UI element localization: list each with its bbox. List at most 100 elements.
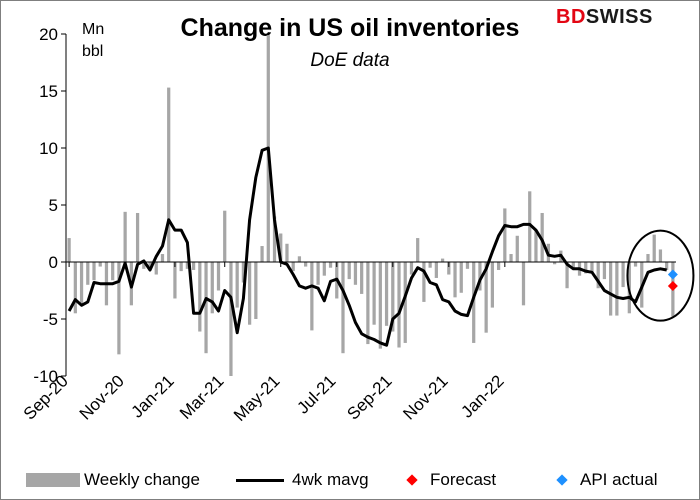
bar xyxy=(117,262,121,355)
bar xyxy=(459,262,463,293)
legend-item-weekly-change: Weekly change xyxy=(26,470,200,490)
bar xyxy=(422,262,426,302)
bar xyxy=(409,262,414,275)
legend-swatch-bar xyxy=(26,473,80,487)
y-tick-label: 0 xyxy=(49,253,58,272)
bar xyxy=(111,262,115,281)
bar xyxy=(534,230,538,262)
bar xyxy=(503,208,507,262)
bar xyxy=(254,262,258,319)
legend-swatch-api xyxy=(556,474,568,486)
bar xyxy=(434,262,438,278)
bar xyxy=(241,262,246,283)
bar xyxy=(571,262,575,269)
bar xyxy=(528,191,532,262)
bar xyxy=(565,262,569,289)
bar xyxy=(353,262,358,285)
bar xyxy=(297,256,302,262)
bar xyxy=(521,262,526,306)
bar xyxy=(665,262,669,270)
bar xyxy=(646,254,650,262)
bar xyxy=(447,262,451,275)
legend-item-mavg: 4wk mavg xyxy=(236,470,369,490)
bar xyxy=(148,262,152,267)
bar xyxy=(478,262,482,291)
bar xyxy=(86,262,90,285)
bar xyxy=(210,262,214,314)
chart-title: Change in US oil inventories xyxy=(180,14,520,42)
bar xyxy=(496,262,501,270)
y-tick-label: 15 xyxy=(39,82,58,101)
bar xyxy=(360,262,364,294)
bar xyxy=(223,210,227,262)
bar xyxy=(609,262,613,316)
bar xyxy=(428,262,432,268)
api-actual-point xyxy=(667,269,678,280)
bar xyxy=(484,262,488,333)
bar xyxy=(185,262,189,269)
bar xyxy=(509,254,513,262)
x-tick-label: May-21 xyxy=(230,371,284,425)
bar xyxy=(204,262,208,354)
bar xyxy=(403,262,407,343)
bar xyxy=(391,262,395,332)
y-unit-line2: bbl xyxy=(82,43,104,60)
bar xyxy=(515,235,519,262)
y-tick-label: 5 xyxy=(49,196,58,215)
bar xyxy=(73,262,77,314)
x-tick-label: Mar-21 xyxy=(176,371,228,423)
y-tick-label: -5 xyxy=(43,310,58,329)
bar xyxy=(229,262,233,376)
x-tick-label: Jan-21 xyxy=(128,371,178,421)
bar xyxy=(285,243,289,262)
chart-legend: Weekly change 4wk mavg Forecast API actu… xyxy=(0,470,700,494)
bar xyxy=(142,262,146,269)
bar xyxy=(490,262,494,308)
bar xyxy=(67,238,71,262)
bar xyxy=(590,262,594,274)
bar xyxy=(248,262,252,325)
bar xyxy=(384,262,389,326)
bar xyxy=(372,262,376,325)
bar xyxy=(235,262,239,308)
bar xyxy=(154,262,158,275)
brand-logo: BDSWISS xyxy=(556,6,653,28)
x-tick-label: Sep-21 xyxy=(343,371,395,423)
bar xyxy=(310,262,314,331)
bar xyxy=(596,262,600,289)
bar xyxy=(316,262,320,285)
x-tick-label: Jul-21 xyxy=(293,371,339,417)
highlight-circle xyxy=(626,229,695,322)
bar xyxy=(465,262,470,269)
y-tick-label: 10 xyxy=(39,139,58,158)
bar xyxy=(322,262,326,276)
bar xyxy=(453,262,457,298)
bar xyxy=(472,262,476,343)
legend-label-api: API actual xyxy=(580,470,658,489)
bar xyxy=(291,262,295,272)
bar xyxy=(602,262,607,280)
bar xyxy=(167,87,171,262)
bar xyxy=(347,262,351,280)
bar xyxy=(658,249,663,262)
bar xyxy=(621,262,625,288)
bar xyxy=(279,233,283,262)
bar xyxy=(440,258,445,262)
bar xyxy=(272,216,277,262)
bar xyxy=(198,262,202,332)
bar xyxy=(260,246,264,262)
bar xyxy=(416,238,420,262)
bar xyxy=(304,262,308,267)
x-tick-label: Nov-20 xyxy=(76,371,128,423)
x-tick-label: Jan-22 xyxy=(457,371,507,421)
legend-item-forecast: Forecast xyxy=(400,470,496,490)
bar xyxy=(216,262,221,291)
bar xyxy=(633,262,638,267)
legend-label-forecast: Forecast xyxy=(430,470,497,489)
bar xyxy=(98,262,102,267)
bar xyxy=(397,262,401,348)
bar xyxy=(615,262,619,316)
bar xyxy=(328,262,333,268)
bar xyxy=(123,211,127,262)
